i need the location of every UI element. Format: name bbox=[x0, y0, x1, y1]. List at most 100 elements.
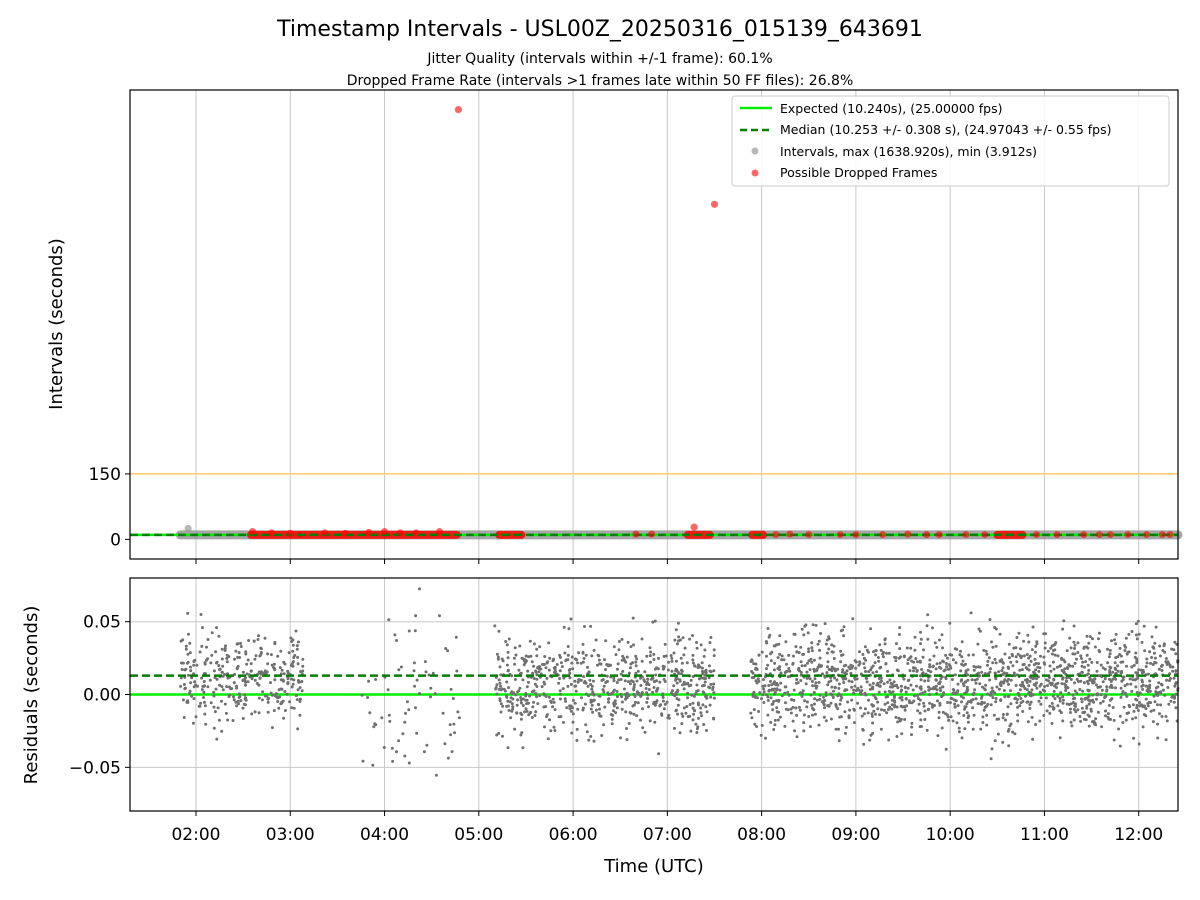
residual-point bbox=[511, 707, 515, 711]
residual-point bbox=[1135, 691, 1139, 694]
residual-point bbox=[708, 664, 711, 668]
residual-point bbox=[244, 680, 247, 684]
residual-point bbox=[414, 614, 418, 618]
residual-point bbox=[798, 708, 802, 712]
residual-point bbox=[967, 653, 971, 657]
residual-point bbox=[1043, 641, 1047, 645]
residual-point bbox=[973, 688, 977, 692]
residual-point bbox=[1050, 683, 1053, 687]
residual-point bbox=[868, 683, 872, 687]
residual-point bbox=[955, 721, 959, 725]
residual-point bbox=[982, 648, 986, 652]
residual-point bbox=[535, 677, 539, 681]
residual-point bbox=[1006, 705, 1010, 709]
residual-point bbox=[1106, 712, 1110, 716]
residual-point bbox=[925, 728, 929, 732]
residual-point bbox=[1028, 654, 1032, 658]
residual-point bbox=[872, 709, 876, 713]
residual-point bbox=[772, 692, 776, 696]
residual-point bbox=[823, 706, 826, 710]
residual-point bbox=[1070, 724, 1074, 728]
residual-point bbox=[903, 718, 907, 721]
residual-point bbox=[691, 706, 695, 710]
residual-point bbox=[1118, 646, 1122, 650]
residual-point bbox=[259, 670, 263, 674]
residual-point bbox=[521, 704, 525, 707]
residual-point bbox=[852, 708, 856, 712]
residual-point bbox=[802, 721, 806, 725]
residual-point bbox=[810, 649, 814, 653]
residual-point bbox=[685, 661, 689, 665]
residual-point bbox=[1168, 663, 1172, 667]
residual-point bbox=[893, 694, 896, 698]
residual-point bbox=[905, 646, 909, 650]
residual-point bbox=[862, 712, 866, 716]
residual-point bbox=[1104, 693, 1108, 697]
residual-point bbox=[898, 647, 902, 651]
residual-point bbox=[990, 686, 994, 690]
residual-point bbox=[675, 681, 679, 685]
residual-point bbox=[796, 681, 800, 685]
residual-point bbox=[521, 678, 525, 682]
residual-point bbox=[636, 701, 640, 705]
residual-point bbox=[810, 641, 814, 645]
residual-point bbox=[203, 700, 206, 704]
residual-point bbox=[639, 684, 643, 687]
residual-point bbox=[1021, 680, 1024, 684]
residual-point bbox=[826, 660, 830, 664]
residual-point bbox=[627, 671, 631, 675]
residual-point bbox=[935, 688, 939, 692]
residual-point bbox=[513, 646, 517, 650]
residual-point bbox=[663, 680, 667, 683]
residual-point bbox=[951, 688, 955, 691]
residual-point bbox=[954, 699, 958, 703]
residual-point bbox=[1051, 705, 1055, 709]
x-tick-label: 04:00 bbox=[360, 825, 409, 845]
residual-point bbox=[499, 702, 503, 706]
residual-point bbox=[1024, 694, 1027, 698]
residual-point bbox=[1134, 633, 1138, 637]
residual-point bbox=[850, 698, 854, 702]
residual-point bbox=[827, 647, 831, 651]
residual-point bbox=[224, 711, 228, 715]
residual-point bbox=[808, 725, 812, 729]
residual-point bbox=[772, 700, 776, 703]
residual-point bbox=[1171, 669, 1175, 673]
residual-point bbox=[898, 626, 902, 630]
residual-point bbox=[1174, 669, 1178, 673]
residual-point bbox=[980, 696, 983, 700]
residual-point bbox=[961, 696, 965, 700]
residual-point bbox=[827, 680, 831, 684]
residual-point bbox=[869, 668, 873, 672]
residual-point bbox=[927, 707, 930, 711]
residual-point bbox=[1151, 663, 1155, 666]
residual-point bbox=[587, 694, 591, 698]
residuals-y-tick-label: 0.05 bbox=[83, 613, 121, 633]
residual-point bbox=[288, 700, 292, 704]
residual-point bbox=[1093, 645, 1097, 649]
residual-point bbox=[537, 667, 541, 671]
residual-point bbox=[812, 658, 816, 662]
residual-point bbox=[937, 682, 941, 685]
residual-point bbox=[826, 665, 830, 669]
residual-point bbox=[986, 663, 989, 667]
residual-point bbox=[838, 702, 842, 706]
residual-point bbox=[826, 704, 830, 708]
residual-point bbox=[812, 690, 816, 694]
residual-point bbox=[221, 688, 225, 692]
residual-point bbox=[1076, 641, 1080, 645]
residual-point bbox=[629, 711, 633, 715]
residual-point bbox=[767, 689, 771, 693]
residual-point bbox=[1138, 701, 1141, 704]
residual-point bbox=[558, 689, 562, 693]
residual-point bbox=[1072, 708, 1076, 711]
residual-point bbox=[634, 700, 637, 704]
dropped-frame-point bbox=[1033, 531, 1041, 539]
residual-point bbox=[990, 747, 994, 751]
residual-point bbox=[1137, 632, 1141, 636]
residual-point bbox=[260, 698, 264, 702]
residual-point bbox=[823, 675, 827, 679]
residual-point bbox=[814, 686, 818, 690]
residual-point bbox=[878, 666, 882, 670]
residual-point bbox=[845, 669, 849, 673]
